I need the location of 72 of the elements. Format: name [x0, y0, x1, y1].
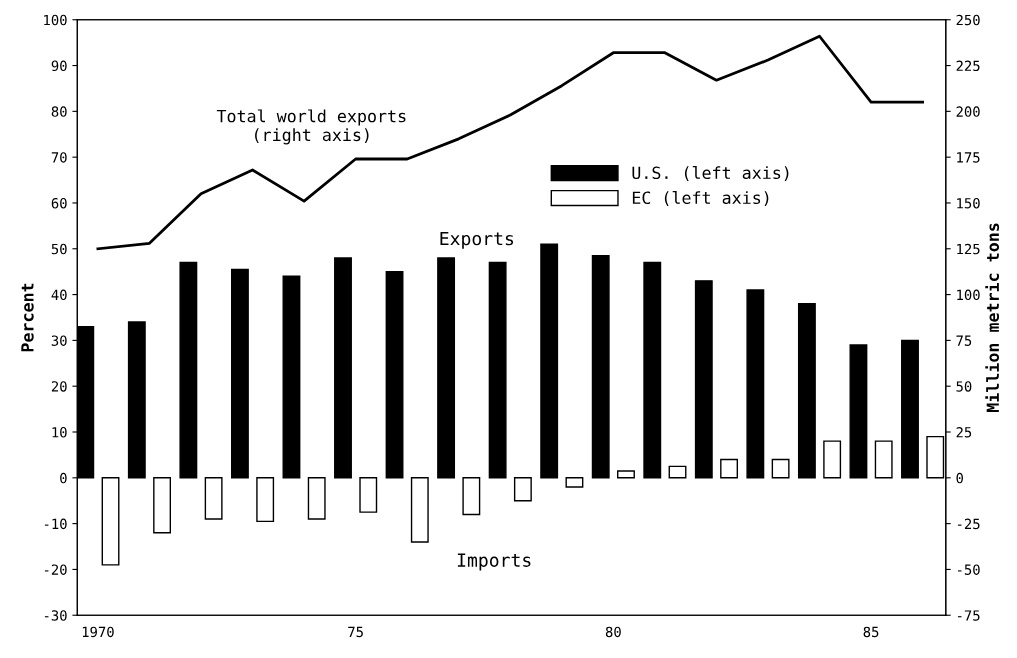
bar	[179, 261, 198, 479]
bar	[849, 344, 868, 479]
y-tick-label: 100	[44, 14, 67, 26]
bar	[513, 477, 532, 502]
y2-tick-label: 25	[956, 427, 972, 438]
legend-label: EC (left axis)	[632, 191, 769, 207]
bar	[617, 470, 635, 479]
y-tick-label: 30	[51, 335, 67, 346]
bar	[668, 465, 687, 479]
bar	[334, 257, 352, 479]
y2-tick-label: 0	[956, 472, 963, 484]
x-tick-label: 75	[348, 626, 363, 638]
y-tick-label: 70	[51, 152, 67, 163]
x-tick-label: 80	[605, 626, 621, 638]
bar	[720, 458, 739, 479]
y2-tick-label: -75	[957, 610, 980, 621]
y-tick-label: 80	[51, 106, 67, 117]
y2-tick-label: 225	[956, 60, 980, 72]
bar	[591, 254, 610, 479]
bar	[127, 321, 146, 479]
y2-tick-label: 100	[957, 289, 980, 301]
y2-tick-label: 125	[957, 243, 980, 255]
y-tick-label: 50	[51, 243, 67, 255]
x-tick-label: 85	[863, 626, 879, 638]
bar	[540, 243, 559, 479]
bar	[359, 477, 378, 513]
bar	[256, 477, 275, 523]
y-axis-title: Percent	[21, 283, 34, 352]
y-tick-label: 90	[51, 60, 67, 72]
bar	[410, 477, 429, 543]
bar	[694, 280, 713, 479]
bar	[153, 477, 172, 534]
y2-tick-label: 250	[956, 14, 980, 26]
bar	[565, 477, 584, 488]
bar	[797, 303, 816, 479]
y-tick-label: 60	[51, 197, 67, 209]
bar	[901, 339, 919, 479]
bar	[746, 289, 765, 479]
bar	[771, 458, 790, 479]
bar	[204, 477, 223, 520]
bar	[823, 440, 842, 479]
bar	[643, 261, 662, 479]
bar	[230, 268, 249, 479]
y-tick-label: -20	[44, 564, 67, 575]
bar	[101, 477, 120, 566]
annotation: Imports	[457, 553, 531, 571]
y-tick-label: 40	[51, 289, 67, 301]
y-tick-label: -10	[44, 518, 67, 530]
annotation: Exports	[440, 231, 514, 249]
y2-tick-label: 150	[957, 197, 980, 209]
bar	[385, 270, 404, 479]
legend-label: U.S. (left axis)	[632, 166, 789, 182]
bar	[437, 257, 456, 479]
y2-tick-label: -25	[957, 518, 980, 530]
y-tick-label: 10	[52, 427, 67, 438]
y2-tick-label: 75	[956, 335, 972, 346]
bar	[307, 477, 326, 520]
line-series	[96, 34, 925, 251]
y2-tick-label: 175	[957, 152, 980, 163]
bar	[462, 477, 481, 516]
y2-tick-label: 50	[956, 381, 972, 392]
y2-tick-label: -50	[957, 564, 980, 575]
bar	[874, 440, 893, 479]
bar	[282, 275, 301, 479]
x-tick-label: 1970	[82, 626, 114, 638]
bar	[488, 261, 507, 479]
y-tick-label: 0	[60, 472, 67, 484]
y-tick-label: -30	[44, 610, 67, 621]
y-tick-label: 20	[51, 381, 67, 392]
series-label: Total world exports (right axis)	[216, 109, 406, 145]
y2-axis-title: Million metric tons	[985, 223, 1000, 413]
y2-tick-label: 200	[956, 106, 980, 117]
